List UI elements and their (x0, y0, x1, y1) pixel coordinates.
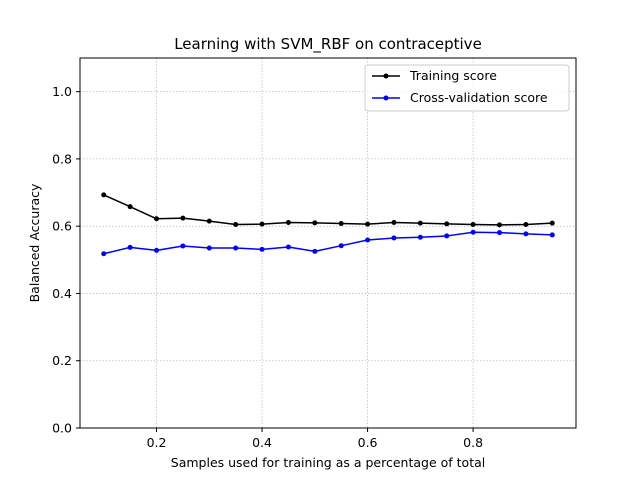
y-tick-label: 1.0 (52, 84, 72, 99)
training-score-point (365, 221, 371, 227)
training-score-point (444, 221, 450, 227)
training-score-point (417, 220, 423, 226)
legend-marker-cross-validation (383, 95, 389, 101)
cross-validation-score-point (523, 231, 529, 237)
cross-validation-score-point (444, 233, 450, 239)
series-layer (101, 192, 555, 257)
cross-validation-score-point (549, 232, 555, 238)
cross-validation-score-point (259, 246, 265, 252)
series-training-score (101, 192, 555, 228)
training-score-point (549, 220, 555, 226)
training-score-point (496, 222, 502, 228)
cross-validation-score-point (338, 243, 344, 249)
chart-title: Learning with SVM_RBF on contraceptive (174, 35, 482, 54)
legend-box (364, 64, 570, 112)
cross-validation-score-point (312, 248, 318, 254)
training-score-point (312, 220, 318, 226)
training-score-point (391, 219, 397, 225)
plot-frame (79, 57, 577, 429)
x-tick-label: 0.6 (358, 435, 378, 450)
x-tick-label: 0.4 (252, 435, 272, 450)
training-score-point (206, 218, 212, 224)
cross-validation-score-point (391, 235, 397, 241)
cross-validation-score-point (233, 245, 239, 251)
series-cross-validation-score (101, 229, 555, 257)
cross-validation-score-line (103, 231, 553, 255)
x-axis-label: Samples used for training as a percentag… (171, 455, 485, 470)
cross-validation-score-point (206, 245, 212, 251)
cross-validation-score-point (127, 244, 133, 250)
cross-validation-score-point (365, 237, 371, 243)
y-tick-label: 0.6 (52, 219, 72, 234)
plot-area (80, 58, 576, 428)
y-tick-label: 0.4 (52, 286, 72, 301)
training-score-point (233, 222, 239, 227)
y-tick-label: 0.8 (52, 151, 72, 166)
cross-validation-score-point (470, 229, 476, 235)
training-score-line (103, 194, 553, 226)
axis-ticks: 0.2 0.4 0.6 0.8 0.0 0.2 0.4 0.6 0.8 1.0 (52, 84, 483, 450)
training-score-point (127, 204, 133, 210)
y-tick-label: 0.0 (52, 421, 72, 436)
y-axis-label: Balanced Accuracy (27, 183, 42, 302)
training-score-point (285, 219, 291, 225)
training-score-point (470, 222, 476, 227)
cross-validation-score-point (154, 247, 160, 253)
legend: Training score Cross-validation score (364, 64, 570, 112)
training-score-point (523, 222, 529, 227)
cross-validation-score-point (496, 230, 502, 236)
y-tick-label: 0.2 (52, 353, 72, 368)
training-score-point (101, 192, 107, 198)
cross-validation-score-point (417, 234, 423, 240)
legend-label-cross-validation: Cross-validation score (410, 90, 548, 105)
training-score-point (180, 215, 186, 221)
cross-validation-score-point (285, 244, 291, 250)
training-score-point (154, 216, 160, 222)
x-tick-label: 0.2 (147, 435, 167, 450)
legend-label-training: Training score (409, 68, 497, 83)
cross-validation-score-point (180, 243, 186, 249)
cross-validation-score-point (101, 251, 107, 257)
legend-marker-training (383, 73, 389, 79)
x-tick-label: 0.8 (463, 435, 483, 450)
training-score-point (259, 221, 265, 227)
training-score-point (338, 220, 344, 226)
